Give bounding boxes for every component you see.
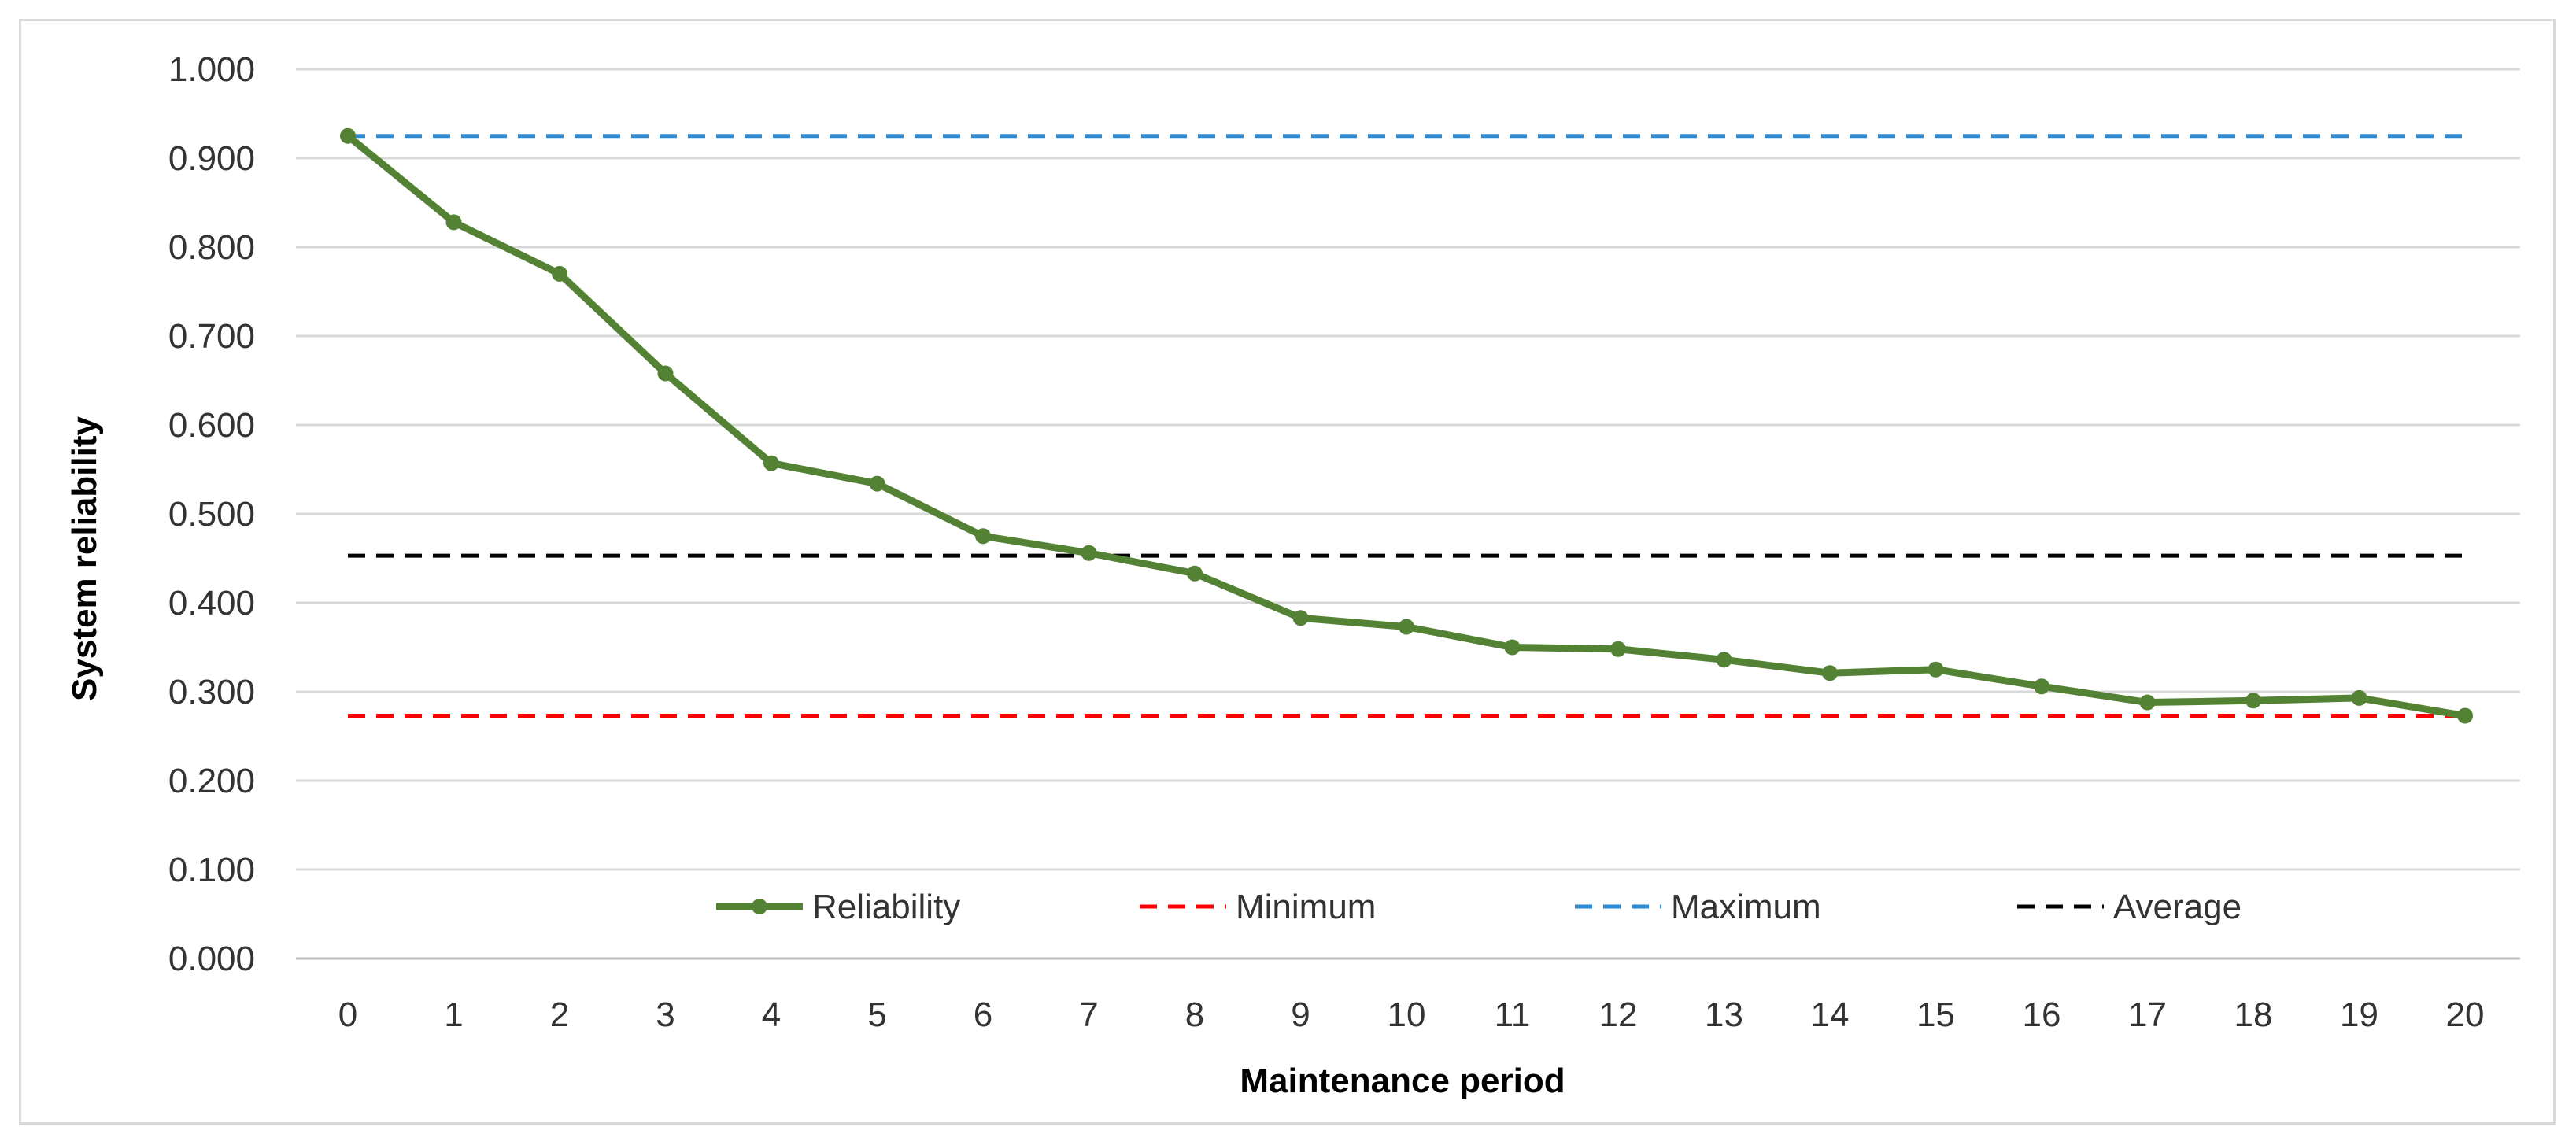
reliability-point	[2034, 678, 2049, 695]
x-tick-label: 7	[1079, 995, 1098, 1034]
reliability-point	[1822, 665, 1838, 681]
x-tick-label: 18	[2234, 995, 2273, 1034]
x-tick-label: 6	[974, 995, 992, 1034]
reliability-point	[2245, 693, 2261, 709]
x-tick-label: 10	[1388, 995, 1426, 1034]
reliability-point	[1187, 565, 1203, 582]
legend-item-average: Average	[2017, 888, 2242, 926]
y-tick-label: 0.800	[168, 228, 255, 267]
x-tick-label: 0	[338, 995, 357, 1034]
legend-label: Minimum	[1236, 888, 1376, 926]
x-tick-label: 8	[1185, 995, 1204, 1034]
legend-item-reliability: Reliability	[716, 888, 960, 926]
y-tick-label: 0.700	[168, 317, 255, 356]
reliability-point	[657, 365, 674, 382]
y-tick-label: 0.900	[168, 139, 255, 178]
x-tick-label: 1	[444, 995, 463, 1034]
x-tick-label: 15	[1916, 995, 1955, 1034]
x-tick-label: 9	[1291, 995, 1310, 1034]
reliability-point	[2351, 689, 2367, 706]
x-tick-label: 16	[2023, 995, 2061, 1034]
x-tick-label: 3	[656, 995, 674, 1034]
x-tick-label: 14	[1811, 995, 1850, 1034]
y-tick-label: 0.500	[168, 495, 255, 534]
reliability-point	[445, 214, 462, 231]
reliability-point	[1292, 610, 1309, 626]
reliability-point	[1716, 652, 1732, 668]
reliability-point	[1504, 639, 1521, 656]
y-tick-label: 0.100	[168, 851, 255, 889]
reliability-point	[2457, 707, 2473, 724]
legend: Reliability Minimum Maximum Average	[716, 888, 2242, 926]
legend-marker	[752, 899, 767, 914]
reliability-point	[869, 475, 885, 492]
y-tick-label: 0.600	[168, 406, 255, 445]
x-tick-label: 17	[2128, 995, 2167, 1034]
y-axis-title: System reliability	[65, 416, 104, 701]
x-tick-label: 12	[1599, 995, 1638, 1034]
reference-lines	[348, 134, 2465, 718]
y-tick-label: 0.200	[168, 762, 255, 800]
reliability-point	[975, 528, 991, 545]
reliability-point	[1081, 545, 1097, 561]
legend-label: Average	[2113, 888, 2242, 926]
x-tick-label: 13	[1705, 995, 1743, 1034]
legend-label: Reliability	[812, 888, 960, 926]
legend-item-maximum: Maximum	[1575, 888, 1821, 926]
reliability-point	[2139, 694, 2156, 711]
x-tick-label: 4	[762, 995, 781, 1034]
reliability-point	[1610, 641, 1626, 657]
reliability-point	[340, 127, 356, 144]
chart-frame	[19, 19, 2556, 1125]
y-tick-label: 0.400	[168, 584, 255, 622]
x-tick-labels: 0 1 2 3 4 5 6 7 8 9 10 11 12 13 14 15 16 17 18 19 20	[338, 995, 2485, 1034]
y-tick-label: 1.000	[168, 50, 255, 89]
legend-label: Maximum	[1671, 888, 1821, 926]
legend-item-minimum: Minimum	[1140, 888, 1376, 926]
reliability-series	[340, 127, 2473, 724]
x-tick-label: 20	[2446, 995, 2485, 1034]
x-tick-label: 2	[550, 995, 569, 1034]
reliability-point	[1399, 619, 1414, 635]
x-tick-label: 11	[1495, 995, 1531, 1034]
y-tick-label: 0.300	[168, 673, 255, 711]
reliability-point	[552, 265, 567, 282]
gridlines	[296, 68, 2520, 960]
reliability-point	[1927, 661, 1944, 678]
reliability-point	[763, 455, 779, 471]
x-axis-title: Maintenance period	[1240, 1062, 1565, 1100]
y-tick-labels: 0.000 0.100 0.200 0.300 0.400 0.500 0.600 0.700…	[168, 50, 255, 978]
x-tick-label: 19	[2340, 995, 2378, 1034]
x-tick-label: 5	[867, 995, 886, 1034]
y-tick-label: 0.000	[168, 940, 255, 978]
